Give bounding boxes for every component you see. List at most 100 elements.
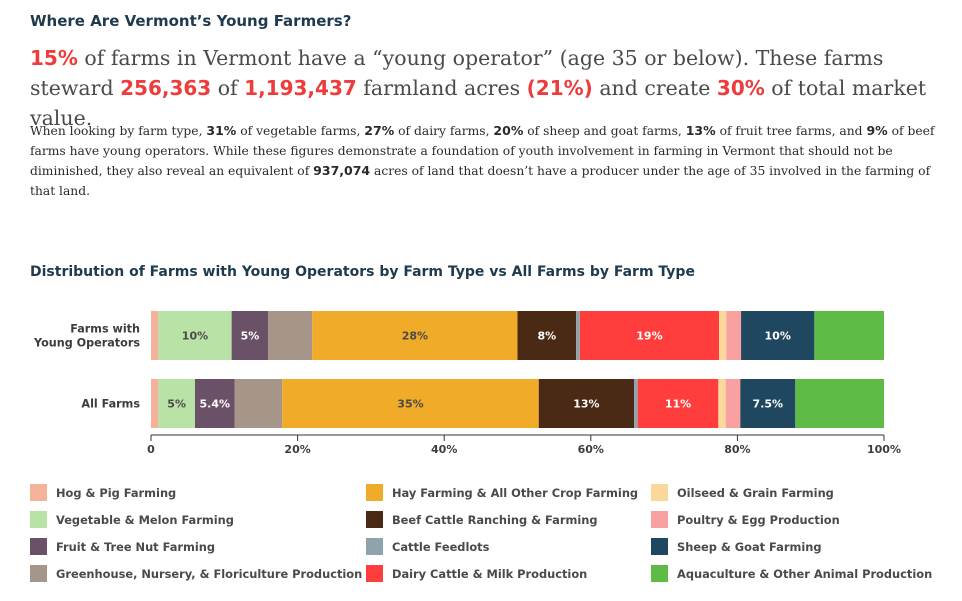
section-heading: Where Are Vermont’s Young Farmers? [30,12,352,30]
headline-text-1: of farms in Vermont have a “young operat… [30,46,884,100]
bar-segment [312,311,518,360]
bar-segment [741,311,815,360]
x-tick-label: 80% [724,443,750,456]
bar-segment [234,379,283,428]
bar-segment [151,379,159,428]
legend-item: Oilseed & Grain Farming [651,484,834,501]
legend-swatch [30,565,47,582]
headline-acre-pct: (21%) [526,76,593,100]
bar-segment [740,379,796,428]
body-text-2: of vegetable farms, [236,124,365,138]
bar-segment [576,311,580,360]
legend-item: Aquaculture & Other Animal Production [651,565,932,582]
bar-segment [579,311,720,360]
legend-swatch [651,484,668,501]
legend-label: Cattle Feedlots [392,539,490,554]
bar-data-label: 28% [402,330,428,343]
legend-label: Dairy Cattle & Milk Production [392,566,588,581]
bar-data-label: 10% [765,330,791,343]
chart-title: Distribution of Farms with Young Operato… [30,264,695,280]
legend-item: Cattle Feedlots [366,538,489,555]
x-tick-label: 100% [867,443,901,456]
headline-stat: 15% of farms in Vermont have a “young op… [30,43,940,133]
body-stat-sheep-goat: 20% [493,123,524,138]
body-text-6: of beef farms have young operators. Whil… [30,124,935,178]
x-tick-label: 0 [147,443,155,456]
body-stat-beef: 9% [866,123,888,138]
body-text-5: of fruit tree farms, and [715,124,867,138]
body-text-7: acres of land that doesn’t have a produc… [30,164,931,198]
legend-label: Greenhouse, Nursery, & Floriculture Prod… [56,566,363,581]
bar-data-label: 5% [241,330,260,343]
legend-swatch [651,538,668,555]
headline-young-acres: 256,363 [120,76,212,100]
headline-text-5: of total market value. [30,76,927,130]
category-label: Farms with Young Operators [33,323,140,350]
bar-data-label: 13% [573,398,599,411]
body-stat-vegetable: 31% [206,123,237,138]
legend-label: Oilseed & Grain Farming [677,485,834,500]
headline-text-4: and create [592,76,717,100]
legend-swatch [366,484,383,501]
legend-swatch [651,565,668,582]
bar-segment [718,379,726,428]
legend-item: Greenhouse, Nursery, & Floriculture Prod… [30,565,362,582]
bar-data-label: 7.5% [753,398,784,411]
headline-text-3: farmland acres [356,76,527,100]
legend-item: Dairy Cattle & Milk Production [366,565,587,582]
bar-segment [719,311,727,360]
legend-item: Beef Cattle Ranching & Farming [366,511,598,528]
bar-segment [725,379,741,428]
legend-label: Hay Farming & All Other Crop Farming [392,485,639,500]
bar-segment [282,379,539,428]
x-tick-label: 20% [284,443,310,456]
body-stat-dairy: 27% [364,123,395,138]
headline-market-pct: 30% [716,76,765,100]
bar-segment [634,379,638,428]
legend-label: Hog & Pig Farming [56,485,177,500]
chart-legend: Hog & Pig Farming Vegetable & Melon Farmi… [0,480,962,590]
bar-data-label: 10% [182,330,208,343]
bar-data-label: 35% [397,398,423,411]
bar-segment [538,379,635,428]
legend-label: Vegetable & Melon Farming [56,512,234,527]
bar-data-label: 5% [167,398,186,411]
legend-label: Sheep & Goat Farming [677,539,822,554]
body-text-4: of sheep and goat farms, [523,124,686,138]
bar-segment [158,311,232,360]
legend-item: Fruit & Tree Nut Farming [30,538,215,555]
body-stat-fruit-tree: 13% [685,123,716,138]
bar-segment [795,379,884,428]
stacked-bar-chart: Farms with Young Operators 10% 5% 28% 8% 19% 10… [33,311,901,456]
body-text-1: When looking by farm type, [30,124,207,138]
legend-swatch [366,511,383,528]
legend-label: Poultry & Egg Production [677,512,840,527]
bar-segment [814,311,884,360]
category-label: All Farms [81,398,140,411]
legend-item: Sheep & Goat Farming [651,538,822,555]
bar-segment [517,311,577,360]
legend-swatch [651,511,668,528]
legend-swatch [30,484,47,501]
bar-segment [637,379,719,428]
bar-data-label: 8% [537,330,556,343]
body-text-3: of dairy farms, [394,124,494,138]
legend-swatch [366,538,383,555]
legend-label: Fruit & Tree Nut Farming [56,539,216,554]
headline-total-acres: 1,193,437 [244,76,357,100]
legend-label: Beef Cattle Ranching & Farming [392,512,598,527]
legend-label: Aquaculture & Other Animal Production [677,566,933,581]
legend-item: Hog & Pig Farming [30,484,176,501]
body-stat-acres: 937,074 [313,163,371,178]
bar-segment [231,311,269,360]
legend-swatch [30,538,47,555]
bar-segment [151,311,159,360]
bar-segment [194,379,235,428]
legend-item: Hay Farming & All Other Crop Farming [366,484,638,501]
body-paragraph: When looking by farm type, 31% of vegeta… [30,121,935,201]
x-tick-label: 40% [431,443,457,456]
headline-pct-young: 15% [30,46,78,70]
bar-segment [726,311,742,360]
legend-swatch [366,565,383,582]
x-tick-label: 60% [578,443,604,456]
